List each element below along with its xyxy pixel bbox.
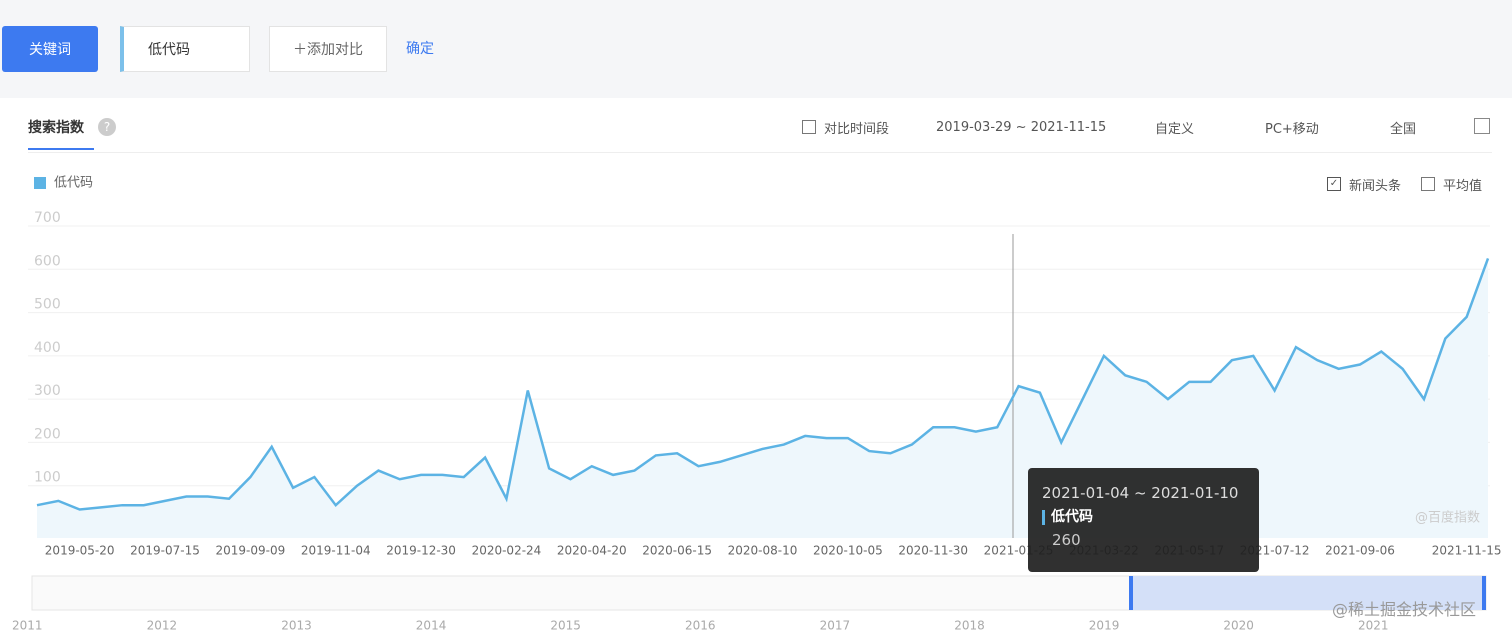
x-tick-label: 2020-10-05 <box>813 544 883 558</box>
x-tick-label: 2021-09-06 <box>1325 544 1395 558</box>
x-tick-label: 2020-04-20 <box>557 544 627 558</box>
average-label: 平均值 <box>1443 178 1483 194</box>
navigator-year: 2017 <box>820 619 851 633</box>
y-tick-label: 300 <box>34 383 61 399</box>
confirm[interactable]: 确定 <box>406 41 434 57</box>
divider <box>28 152 1492 153</box>
navigator-handle <box>1482 576 1486 610</box>
tab-underline <box>28 148 94 150</box>
navigator-year: 2015 <box>550 619 581 633</box>
custom-select[interactable]: 自定义 <box>1155 121 1195 137</box>
y-tick-label: 500 <box>34 297 61 313</box>
x-tick-label: 2020-11-30 <box>898 544 968 558</box>
x-tick-label: 2019-12-30 <box>386 544 456 558</box>
area <box>37 258 1488 538</box>
help-icon[interactable]: ? <box>98 118 116 136</box>
tab[interactable]: 搜索指数 <box>28 120 84 136</box>
x-tick-label: 2019-11-04 <box>301 544 371 558</box>
export-icon[interactable] <box>1474 118 1490 134</box>
x-tick-label: 2019-07-15 <box>130 544 200 558</box>
compare-period[interactable]: 对比时间段 <box>802 116 889 138</box>
y-tick-label: 600 <box>34 253 61 269</box>
navigator-year: 2013 <box>281 619 312 633</box>
navigator-year: 2018 <box>954 619 985 633</box>
navigator-year: 2021 <box>1358 619 1389 633</box>
x-tick-label: 2020-06-15 <box>642 544 712 558</box>
navigator-year: 2011 <box>12 619 43 633</box>
navigator-year: 2019 <box>1089 619 1120 633</box>
navigator-handle <box>1129 576 1133 610</box>
y-tick-label: 200 <box>34 426 61 442</box>
compare-period-label: 对比时间段 <box>824 121 890 137</box>
navigator-year: 2014 <box>416 619 447 633</box>
legend-swatch <box>34 177 46 189</box>
x-tick-label: 2019-09-09 <box>216 544 286 558</box>
date-range[interactable]: 2019-03-29 ~ 2021-11-15 <box>936 119 1107 135</box>
average[interactable]: 平均值 <box>1421 173 1482 195</box>
keyword-input[interactable]: 低代码 <box>120 26 250 72</box>
y-tick-label: 700 <box>34 210 61 226</box>
legend-label: 低代码 <box>54 176 93 191</box>
navigator-year: 2012 <box>147 619 178 633</box>
tooltip-range: 2021-01-04 ~ 2021-01-10 <box>1042 484 1239 502</box>
navigator-year: 2020 <box>1223 619 1254 633</box>
tooltip-value: 260 <box>1052 531 1081 549</box>
line <box>36 258 1490 511</box>
y-tick-label: 400 <box>34 340 61 356</box>
watermark: @稀土掘金技术社区 <box>1332 600 1477 619</box>
x-tick-label: 2020-08-10 <box>728 544 798 558</box>
tooltip-series: 低代码 <box>1042 510 1093 525</box>
add-compare[interactable]: ＋添加对比 <box>269 26 387 72</box>
chart-watermark: @百度指数 <box>1415 510 1480 526</box>
news-headlines[interactable]: ✓ 新闻头条 <box>1327 173 1401 195</box>
x-tick-label: 2020-02-24 <box>472 544 542 558</box>
x-tick-label: 2021-11-15 <box>1432 544 1502 558</box>
navigator-year: 2016 <box>685 619 716 633</box>
device-select[interactable]: PC+移动 <box>1265 121 1319 137</box>
region-select[interactable]: 全国 <box>1390 121 1417 137</box>
y-tick-label: 100 <box>34 470 61 486</box>
keyword-button[interactable]: 关键词 <box>2 26 98 72</box>
navigator-selection <box>1131 576 1486 610</box>
news-label: 新闻头条 <box>1349 178 1402 194</box>
tooltip: 2021-01-04 ~ 2021-01-10 低代码 260 <box>1028 468 1259 572</box>
x-tick-label: 2019-05-20 <box>45 544 115 558</box>
